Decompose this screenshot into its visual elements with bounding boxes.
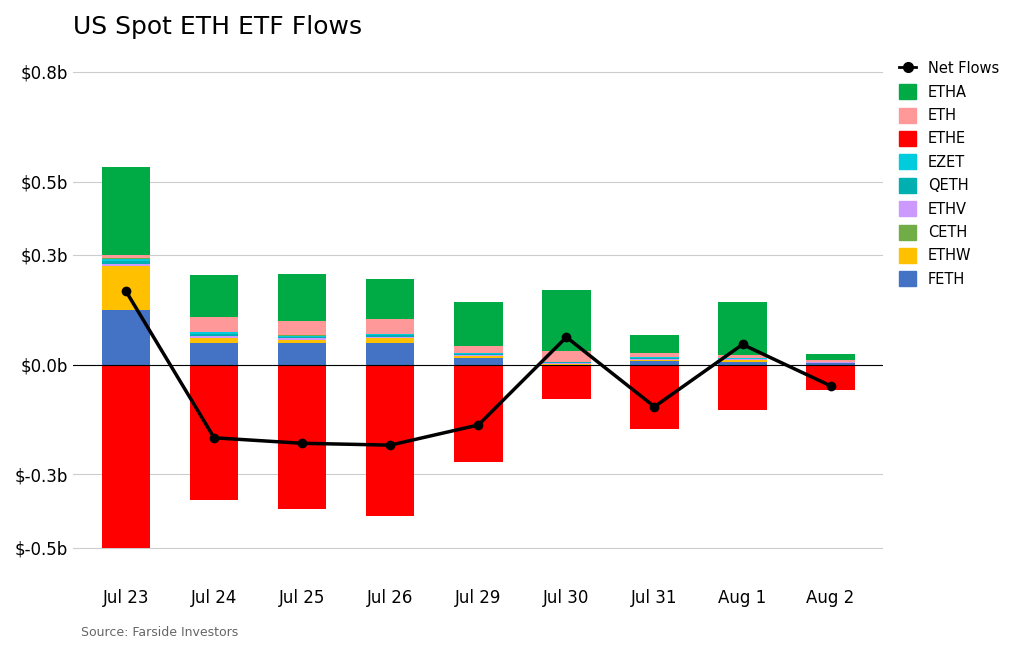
Bar [366, 335, 415, 337]
Bar [542, 351, 590, 362]
Bar [631, 335, 678, 353]
Bar [631, 357, 678, 358]
Bar [190, 338, 238, 343]
Bar [806, 363, 855, 365]
Bar [101, 310, 150, 365]
Bar [190, 365, 238, 500]
Bar [454, 353, 503, 354]
Text: US Spot ETH ETF Flows: US Spot ETH ETF Flows [73, 15, 362, 39]
Bar [190, 332, 238, 334]
Bar [366, 334, 415, 335]
Bar [542, 364, 590, 365]
Bar [278, 336, 327, 337]
Bar [190, 336, 238, 338]
Bar [542, 365, 590, 399]
Bar [278, 337, 327, 338]
Bar [101, 259, 150, 261]
Bar [101, 266, 150, 310]
Bar [631, 358, 678, 359]
Bar [278, 365, 327, 509]
Bar [454, 365, 503, 461]
Bar [454, 358, 503, 365]
Bar [366, 319, 415, 334]
Legend: Net Flows, ETHA, ETH, ETHE, EZET, QETH, ETHV, CETH, ETHW, FETH: Net Flows, ETHA, ETH, ETHE, EZET, QETH, … [898, 61, 999, 287]
Bar [542, 362, 590, 363]
Bar [278, 321, 327, 335]
Bar [718, 302, 767, 355]
Bar [718, 360, 767, 362]
Bar [190, 317, 238, 332]
Bar [190, 343, 238, 365]
Bar [542, 290, 590, 351]
Bar [190, 334, 238, 336]
Bar [101, 261, 150, 264]
Bar [806, 354, 855, 360]
Bar [366, 279, 415, 319]
Bar [718, 355, 767, 358]
Bar [101, 255, 150, 259]
Bar [631, 359, 678, 360]
Bar [278, 338, 327, 340]
Bar [101, 264, 150, 266]
Bar [718, 362, 767, 365]
Bar [101, 365, 150, 548]
Bar [366, 338, 415, 343]
Text: Source: Farside Investors: Source: Farside Investors [81, 627, 238, 640]
Bar [454, 346, 503, 353]
Bar [101, 167, 150, 255]
Bar [454, 356, 503, 358]
Bar [631, 353, 678, 357]
Bar [366, 337, 415, 338]
Bar [366, 365, 415, 516]
Bar [366, 343, 415, 365]
Bar [190, 275, 238, 317]
Bar [806, 360, 855, 362]
Bar [454, 354, 503, 356]
Bar [542, 363, 590, 364]
Bar [806, 365, 855, 390]
Bar [454, 302, 503, 346]
Bar [631, 361, 678, 365]
Bar [278, 340, 327, 343]
Bar [631, 360, 678, 361]
Bar [278, 343, 327, 365]
Bar [278, 274, 327, 321]
Bar [631, 365, 678, 428]
Bar [718, 365, 767, 410]
Bar [718, 359, 767, 360]
